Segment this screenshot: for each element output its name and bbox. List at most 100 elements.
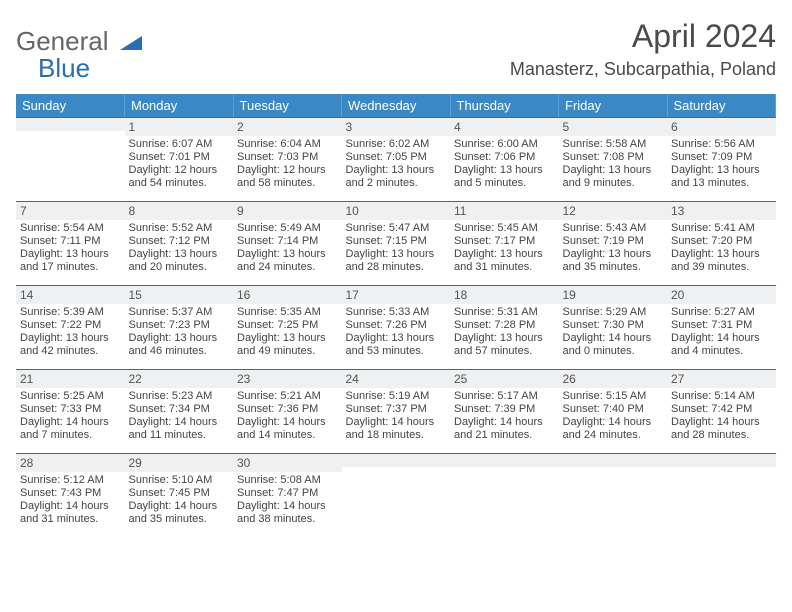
sunset-text: Sunset: 7:43 PM: [20, 487, 121, 500]
sunset-text: Sunset: 7:45 PM: [129, 487, 230, 500]
brand-logo: General Blue: [16, 18, 142, 84]
sunrise-text: Sunrise: 5:27 AM: [671, 306, 772, 319]
calendar-cell: 10Sunrise: 5:47 AMSunset: 7:15 PMDayligh…: [342, 201, 451, 285]
day-details: Sunrise: 5:35 AMSunset: 7:25 PMDaylight:…: [233, 304, 342, 362]
day-number: 18: [450, 285, 559, 304]
daylight-text: Daylight: 13 hours and 17 minutes.: [20, 248, 121, 274]
sunrise-text: Sunrise: 5:21 AM: [237, 390, 338, 403]
calendar-cell: 6Sunrise: 5:56 AMSunset: 7:09 PMDaylight…: [667, 117, 776, 201]
sunset-text: Sunset: 7:09 PM: [671, 151, 772, 164]
calendar-cell: [559, 453, 668, 537]
day-details: Sunrise: 6:00 AMSunset: 7:06 PMDaylight:…: [450, 136, 559, 194]
sunrise-text: Sunrise: 5:12 AM: [20, 474, 121, 487]
calendar-cell: 5Sunrise: 5:58 AMSunset: 7:08 PMDaylight…: [559, 117, 668, 201]
calendar-week: 21Sunrise: 5:25 AMSunset: 7:33 PMDayligh…: [16, 369, 776, 453]
day-details: Sunrise: 5:45 AMSunset: 7:17 PMDaylight:…: [450, 220, 559, 278]
sunset-text: Sunset: 7:39 PM: [454, 403, 555, 416]
calendar-cell: 14Sunrise: 5:39 AMSunset: 7:22 PMDayligh…: [16, 285, 125, 369]
sunrise-text: Sunrise: 5:39 AM: [20, 306, 121, 319]
calendar-cell: 26Sunrise: 5:15 AMSunset: 7:40 PMDayligh…: [559, 369, 668, 453]
day-details: Sunrise: 5:10 AMSunset: 7:45 PMDaylight:…: [125, 472, 234, 530]
location-text: Manasterz, Subcarpathia, Poland: [510, 59, 776, 80]
day-number: 25: [450, 369, 559, 388]
day-number: 5: [559, 117, 668, 136]
sunset-text: Sunset: 7:05 PM: [346, 151, 447, 164]
sunset-text: Sunset: 7:03 PM: [237, 151, 338, 164]
daylight-text: Daylight: 13 hours and 24 minutes.: [237, 248, 338, 274]
sunset-text: Sunset: 7:01 PM: [129, 151, 230, 164]
day-details: Sunrise: 5:47 AMSunset: 7:15 PMDaylight:…: [342, 220, 451, 278]
sunrise-text: Sunrise: 5:35 AM: [237, 306, 338, 319]
calendar-week: 28Sunrise: 5:12 AMSunset: 7:43 PMDayligh…: [16, 453, 776, 537]
day-details: Sunrise: 6:02 AMSunset: 7:05 PMDaylight:…: [342, 136, 451, 194]
sunset-text: Sunset: 7:23 PM: [129, 319, 230, 332]
day-details: Sunrise: 6:07 AMSunset: 7:01 PMDaylight:…: [125, 136, 234, 194]
day-header: Monday: [125, 94, 234, 117]
daylight-text: Daylight: 14 hours and 11 minutes.: [129, 416, 230, 442]
calendar-cell: 15Sunrise: 5:37 AMSunset: 7:23 PMDayligh…: [125, 285, 234, 369]
sunset-text: Sunset: 7:47 PM: [237, 487, 338, 500]
day-details: Sunrise: 6:04 AMSunset: 7:03 PMDaylight:…: [233, 136, 342, 194]
calendar-cell: 28Sunrise: 5:12 AMSunset: 7:43 PMDayligh…: [16, 453, 125, 537]
daylight-text: Daylight: 13 hours and 20 minutes.: [129, 248, 230, 274]
brand-triangle-icon: [120, 28, 142, 59]
calendar-cell: 3Sunrise: 6:02 AMSunset: 7:05 PMDaylight…: [342, 117, 451, 201]
calendar-week: 7Sunrise: 5:54 AMSunset: 7:11 PMDaylight…: [16, 201, 776, 285]
day-number: 20: [667, 285, 776, 304]
daylight-text: Daylight: 14 hours and 0 minutes.: [563, 332, 664, 358]
sunrise-text: Sunrise: 5:49 AM: [237, 222, 338, 235]
calendar-cell: 21Sunrise: 5:25 AMSunset: 7:33 PMDayligh…: [16, 369, 125, 453]
day-number: 1: [125, 117, 234, 136]
day-details: Sunrise: 5:56 AMSunset: 7:09 PMDaylight:…: [667, 136, 776, 194]
day-number: 23: [233, 369, 342, 388]
day-details: Sunrise: 5:14 AMSunset: 7:42 PMDaylight:…: [667, 388, 776, 446]
sunset-text: Sunset: 7:20 PM: [671, 235, 772, 248]
day-header: Wednesday: [342, 94, 451, 117]
day-details: [450, 467, 559, 517]
day-number: 30: [233, 453, 342, 472]
calendar-cell: 7Sunrise: 5:54 AMSunset: 7:11 PMDaylight…: [16, 201, 125, 285]
sunrise-text: Sunrise: 5:45 AM: [454, 222, 555, 235]
day-number: 22: [125, 369, 234, 388]
calendar-cell: 18Sunrise: 5:31 AMSunset: 7:28 PMDayligh…: [450, 285, 559, 369]
sunrise-text: Sunrise: 5:47 AM: [346, 222, 447, 235]
calendar-cell: 17Sunrise: 5:33 AMSunset: 7:26 PMDayligh…: [342, 285, 451, 369]
day-details: Sunrise: 5:43 AMSunset: 7:19 PMDaylight:…: [559, 220, 668, 278]
day-details: Sunrise: 5:17 AMSunset: 7:39 PMDaylight:…: [450, 388, 559, 446]
daylight-text: Daylight: 13 hours and 49 minutes.: [237, 332, 338, 358]
calendar-cell: 25Sunrise: 5:17 AMSunset: 7:39 PMDayligh…: [450, 369, 559, 453]
sunset-text: Sunset: 7:42 PM: [671, 403, 772, 416]
daylight-text: Daylight: 14 hours and 21 minutes.: [454, 416, 555, 442]
sunset-text: Sunset: 7:22 PM: [20, 319, 121, 332]
day-details: Sunrise: 5:12 AMSunset: 7:43 PMDaylight:…: [16, 472, 125, 530]
sunrise-text: Sunrise: 6:02 AM: [346, 138, 447, 151]
sunset-text: Sunset: 7:19 PM: [563, 235, 664, 248]
day-number: 2: [233, 117, 342, 136]
day-details: [16, 131, 125, 181]
calendar-cell: 12Sunrise: 5:43 AMSunset: 7:19 PMDayligh…: [559, 201, 668, 285]
sunrise-text: Sunrise: 5:23 AM: [129, 390, 230, 403]
day-number: [342, 453, 451, 467]
sunrise-text: Sunrise: 5:25 AM: [20, 390, 121, 403]
calendar-thead: SundayMondayTuesdayWednesdayThursdayFrid…: [16, 94, 776, 117]
sunrise-text: Sunrise: 6:04 AM: [237, 138, 338, 151]
day-details: Sunrise: 5:58 AMSunset: 7:08 PMDaylight:…: [559, 136, 668, 194]
sunset-text: Sunset: 7:31 PM: [671, 319, 772, 332]
day-header: Saturday: [667, 94, 776, 117]
daylight-text: Daylight: 12 hours and 58 minutes.: [237, 164, 338, 190]
day-header: Friday: [559, 94, 668, 117]
sunset-text: Sunset: 7:37 PM: [346, 403, 447, 416]
day-number: 7: [16, 201, 125, 220]
day-details: [342, 467, 451, 517]
daylight-text: Daylight: 13 hours and 39 minutes.: [671, 248, 772, 274]
sunrise-text: Sunrise: 5:41 AM: [671, 222, 772, 235]
calendar-cell: 30Sunrise: 5:08 AMSunset: 7:47 PMDayligh…: [233, 453, 342, 537]
calendar-cell: 19Sunrise: 5:29 AMSunset: 7:30 PMDayligh…: [559, 285, 668, 369]
sunrise-text: Sunrise: 5:58 AM: [563, 138, 664, 151]
sunset-text: Sunset: 7:08 PM: [563, 151, 664, 164]
sunrise-text: Sunrise: 5:08 AM: [237, 474, 338, 487]
day-number: [559, 453, 668, 467]
sunrise-text: Sunrise: 6:00 AM: [454, 138, 555, 151]
calendar-cell: 20Sunrise: 5:27 AMSunset: 7:31 PMDayligh…: [667, 285, 776, 369]
sunrise-text: Sunrise: 5:52 AM: [129, 222, 230, 235]
